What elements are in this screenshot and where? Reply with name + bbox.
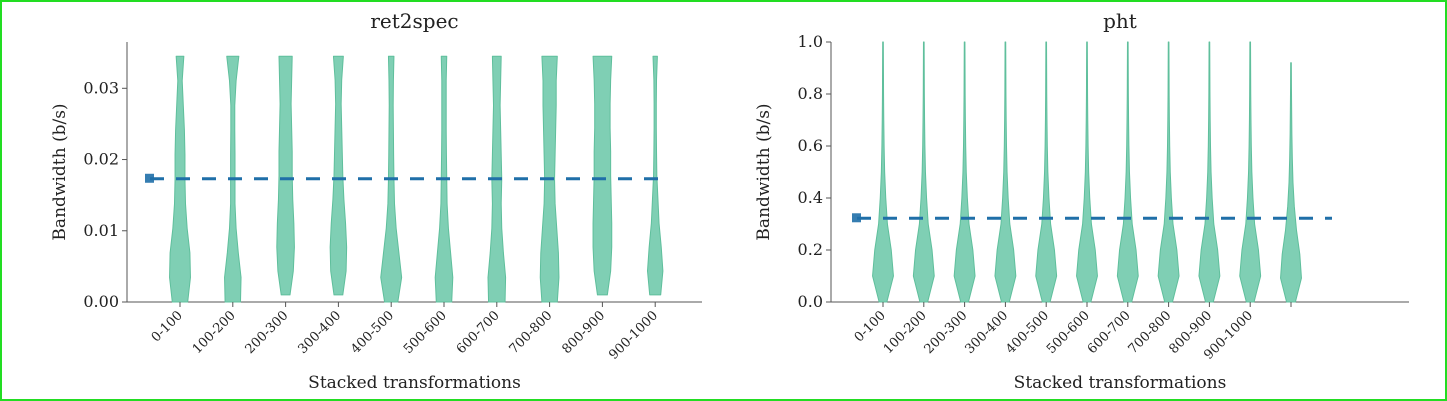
violin-0-100 (872, 41, 894, 303)
violin-500-600 (1076, 41, 1098, 303)
y-tick-label: 0.4 (798, 188, 823, 207)
mean-marker (145, 173, 154, 183)
mean-marker (852, 213, 861, 223)
violin-900-1000 (1239, 41, 1262, 303)
violin-200-300 (953, 41, 976, 303)
x-tick-label: 0-100 (149, 308, 186, 345)
y-tick-label: 0.01 (83, 221, 119, 240)
x-tick-label: 600-700 (1085, 308, 1134, 357)
violin-200-300 (276, 55, 295, 296)
x-tick-label: 500-600 (1044, 308, 1093, 357)
x-tick-label: 600-700 (454, 308, 503, 357)
x-tick-label: 500-600 (401, 308, 450, 357)
violin-300-400 (994, 41, 1017, 303)
chart-panel-ret2spec: ret2spec 0.00 0.01 0.02 0.03 Bandwidth (b/s) S… (50, 9, 702, 393)
x-tick-label: 700-800 (507, 308, 556, 357)
violin-100-200 (912, 41, 935, 303)
y-tick-label: 0.6 (798, 136, 823, 155)
x-tick-label: 200-300 (243, 308, 292, 357)
x-tick-label: 300-400 (962, 308, 1011, 357)
x-tick-label: 800-900 (559, 308, 608, 357)
violin-400-500 (1035, 41, 1058, 303)
chart-panel-pht: pht 0.0 0.2 0.4 0.6 0.8 1.0 Bandwidth (b/s) Stac… (754, 9, 1409, 393)
chart-title: ret2spec (370, 9, 458, 33)
y-axis-label: Bandwidth (b/s) (50, 103, 70, 240)
y-tick-label: 0.03 (83, 78, 119, 97)
y-tick-label: 1.0 (798, 32, 823, 51)
x-tick-label: 200-300 (922, 308, 971, 357)
violin-300-400 (329, 55, 348, 296)
x-tick-label: 100-200 (881, 308, 930, 357)
x-axis-label: Stacked transformations (1014, 373, 1227, 393)
x-tick-label: 900-1000 (606, 308, 661, 363)
violin- (1280, 62, 1302, 303)
violin-700-800 (1157, 41, 1180, 303)
x-axis-label: Stacked transformations (308, 373, 521, 393)
violin-900-1000 (647, 55, 664, 296)
x-tick-label: 100-200 (190, 308, 239, 357)
x-tick-label: 700-800 (1126, 308, 1175, 357)
x-tick-label: 300-400 (295, 308, 344, 357)
y-tick-label: 0.8 (798, 84, 823, 103)
chart-title: pht (1103, 9, 1137, 33)
violin-800-900 (1198, 41, 1221, 303)
x-tick-label: 0-100 (852, 308, 889, 345)
y-tick-label: 0.2 (798, 240, 823, 259)
violin-600-700 (1116, 41, 1139, 303)
y-axis-label: Bandwidth (b/s) (754, 103, 774, 240)
x-tick-label: 400-500 (348, 308, 397, 357)
y-tick-label: 0.0 (798, 292, 823, 311)
y-tick-label: 0.02 (83, 150, 119, 169)
y-tick-label: 0.00 (83, 292, 119, 311)
x-tick-label: 400-500 (1003, 308, 1052, 357)
violin-800-900 (592, 55, 613, 296)
